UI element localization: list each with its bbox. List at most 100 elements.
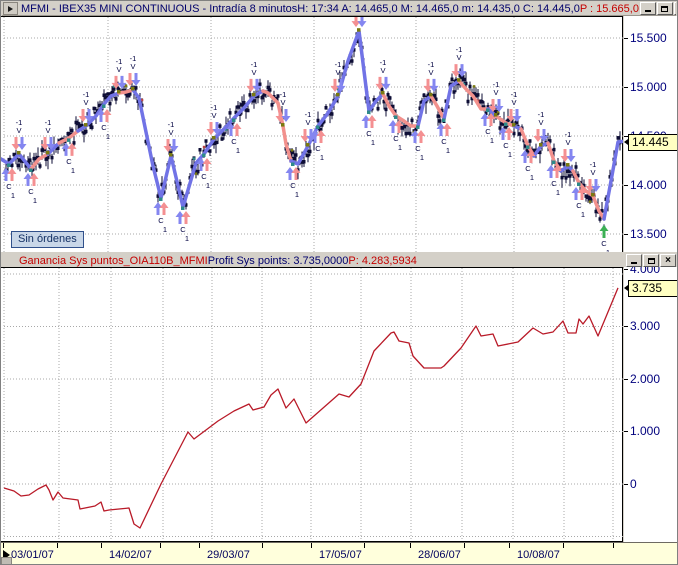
date-axis[interactable]: 03/01/0714/02/0729/03/0717/05/0728/06/07… (1, 542, 677, 565)
date-axis-tick (262, 543, 263, 548)
date-axis-tick (199, 543, 200, 548)
date-axis-tick (311, 543, 312, 548)
svg-text:1: 1 (320, 153, 324, 162)
svg-text:1: 1 (581, 210, 585, 219)
price-window-last-value: P : 15.665,0 (580, 3, 639, 15)
axis-label: 15.500 (630, 31, 667, 45)
svg-text:-1: -1 (280, 90, 287, 99)
svg-text:V: V (83, 98, 88, 107)
svg-text:-1: -1 (590, 160, 597, 169)
equity-scale-axis[interactable]: 4.000 3.000 2.000 1.000 0 3.735 (624, 267, 678, 542)
svg-text:-1: -1 (251, 60, 258, 69)
svg-text:C: C (366, 129, 372, 138)
svg-text:C: C (180, 225, 186, 234)
svg-text:V: V (45, 126, 50, 135)
svg-text:-1: -1 (116, 57, 123, 66)
date-axis-tick (509, 543, 510, 548)
maximize-button[interactable] (643, 254, 659, 267)
svg-text:V: V (428, 68, 433, 77)
axis-tick (624, 185, 628, 186)
svg-text:1: 1 (295, 190, 299, 199)
svg-text:-1: -1 (305, 110, 312, 119)
svg-text:-1: -1 (335, 60, 342, 69)
axis-label: 3.000 (630, 319, 660, 333)
close-icon: × (665, 256, 671, 265)
axis-label: 1.000 (630, 424, 660, 438)
svg-text:V: V (280, 98, 285, 107)
axis-label: 15.000 (630, 80, 667, 94)
svg-text:V: V (116, 65, 121, 74)
svg-text:-1: -1 (45, 118, 52, 127)
svg-text:1: 1 (11, 191, 15, 200)
svg-text:1: 1 (371, 138, 375, 147)
price-window-titlebar[interactable]: MFMI - IBEX35 MINI CONTINUOUS - Intradía… (2, 2, 676, 16)
axis-tick (624, 326, 628, 327)
svg-text:V: V (493, 88, 498, 97)
price-window-title: MFMI - IBEX35 MINI CONTINUOUS - Intradía… (21, 3, 297, 15)
price-chart-plot[interactable]: V-1V-1V-1V-1V-1V-1V-1V-1V-1V-1V-1V-1V-1V… (1, 16, 623, 252)
axis-tick (624, 484, 628, 485)
svg-text:C: C (315, 144, 321, 153)
svg-text:-1: -1 (565, 130, 572, 139)
svg-text:C: C (290, 181, 296, 190)
svg-text:C: C (485, 127, 491, 136)
date-axis-label: 03/01/07 (11, 549, 54, 561)
axis-tick (624, 38, 628, 39)
svg-text:1: 1 (490, 136, 494, 145)
date-axis-tick (364, 543, 365, 548)
svg-text:-1: -1 (16, 118, 23, 127)
window-system-menu-button[interactable] (3, 2, 18, 15)
svg-text:V: V (335, 68, 340, 77)
axis-tick (624, 87, 628, 88)
svg-text:-1: -1 (380, 58, 387, 67)
date-axis-tick (563, 543, 564, 548)
date-axis-label: 28/06/07 (418, 549, 461, 561)
equity-chart-canvas[interactable] (1, 268, 623, 541)
svg-text:C: C (66, 157, 72, 166)
svg-text:V: V (456, 53, 461, 62)
equity-window-title: Ganancia Sys puntos_OIA110B_MFMI (19, 255, 208, 267)
svg-text:V: V (538, 118, 543, 127)
axis-label: 0 (630, 477, 637, 491)
maximize-button[interactable] (657, 2, 673, 15)
svg-text:1: 1 (420, 153, 424, 162)
svg-text:V: V (511, 98, 516, 107)
date-axis-tick (3, 543, 4, 548)
svg-text:C: C (601, 239, 607, 248)
svg-text:C: C (158, 216, 164, 225)
svg-text:V: V (211, 111, 216, 120)
date-axis-label: 14/02/07 (109, 549, 152, 561)
equity-chart-plot[interactable] (1, 267, 623, 542)
axis-tick (624, 379, 628, 380)
svg-text:V: V (380, 66, 385, 75)
price-chart-canvas[interactable]: V-1V-1V-1V-1V-1V-1V-1V-1V-1V-1V-1V-1V-1V… (1, 17, 623, 252)
svg-text:1: 1 (398, 143, 402, 152)
last-value-tag: 3.735 (628, 280, 678, 297)
axis-label: 2.000 (630, 372, 660, 386)
maximize-icon (648, 258, 655, 264)
close-button[interactable]: × (660, 254, 676, 267)
svg-text:-1: -1 (130, 54, 137, 63)
date-axis-label: 10/08/07 (517, 549, 560, 561)
svg-text:C: C (231, 137, 237, 146)
axis-label: 4.000 (630, 267, 660, 276)
svg-text:1: 1 (163, 225, 167, 234)
scroll-corner (1, 557, 12, 565)
axis-label: 14.000 (630, 178, 667, 192)
svg-text:V: V (251, 68, 256, 77)
minimize-button[interactable] (626, 254, 642, 267)
close-button[interactable]: × (674, 2, 676, 15)
minimize-button[interactable] (640, 2, 656, 15)
equity-window-titlebar[interactable]: Ganancia Sys puntos_OIA110B_MFMI Profit … (2, 254, 676, 268)
status-badge: Sin órdenes (11, 231, 84, 248)
price-scale-axis[interactable]: 15.50015.00014.50014.00013.50014.445 (624, 16, 678, 252)
date-axis-tick (613, 543, 614, 548)
svg-text:C: C (503, 141, 509, 150)
svg-text:V: V (305, 118, 310, 127)
svg-text:V: V (130, 62, 135, 71)
svg-text:C: C (201, 172, 207, 181)
svg-text:V: V (565, 138, 570, 147)
svg-text:V: V (16, 126, 21, 135)
svg-text:-1: -1 (493, 80, 500, 89)
date-axis-tick (101, 543, 102, 548)
